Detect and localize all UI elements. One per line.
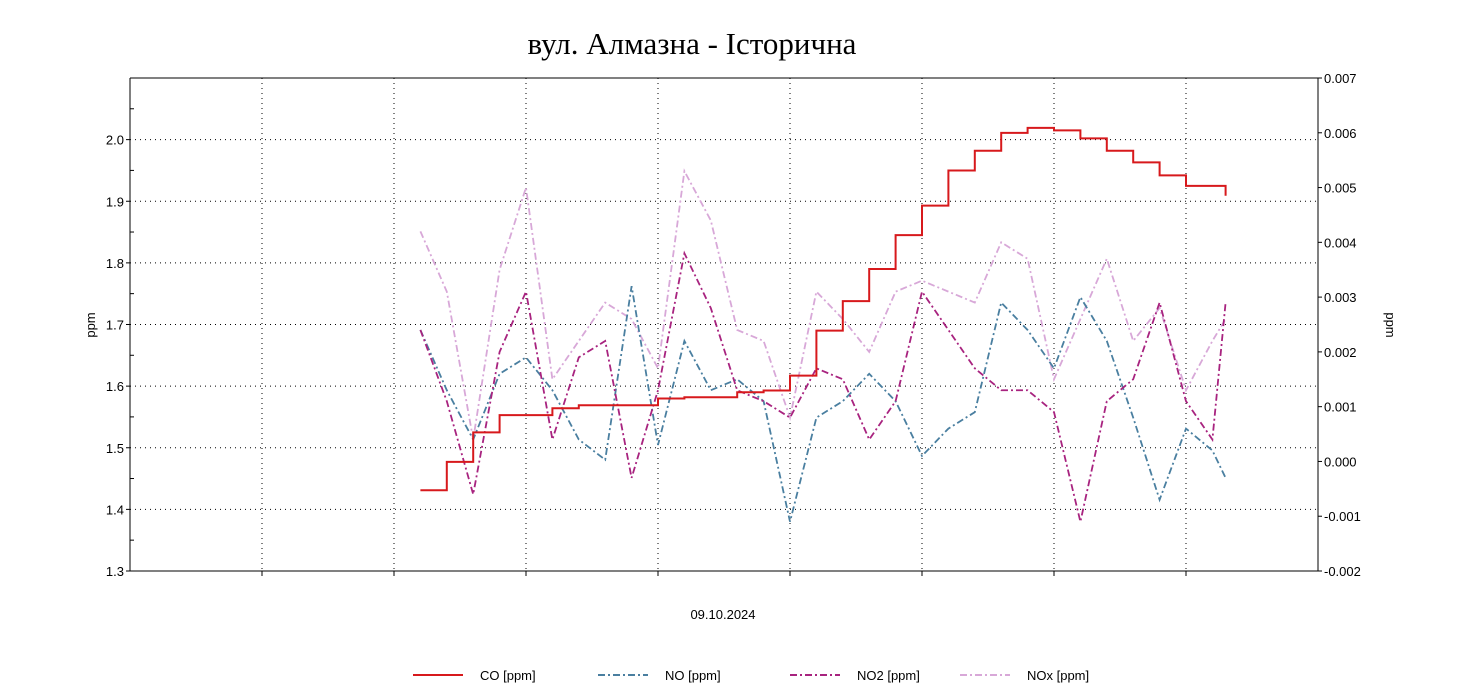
series-line-co [420, 126, 1227, 492]
right-tick-label: -0.001 [1324, 509, 1361, 524]
right-tick-label: 0.007 [1324, 71, 1357, 86]
left-tick-label: 2.0 [106, 133, 124, 148]
left-tick-label: 1.3 [106, 564, 124, 579]
right-tick-label: 0.000 [1324, 454, 1357, 469]
legend-label: NO2 [ppm] [857, 668, 920, 683]
series-line-nox [419, 168, 1227, 440]
left-axis-label: ppm [83, 312, 98, 337]
series-line-no2 [419, 250, 1227, 522]
left-tick-label: 1.9 [106, 194, 124, 209]
right-tick-label: 0.003 [1324, 290, 1357, 305]
legend-label: CO [ppm] [480, 668, 536, 683]
right-tick-label: -0.002 [1324, 564, 1361, 579]
right-tick-label: 0.004 [1324, 235, 1357, 250]
left-tick-label: 1.7 [106, 318, 124, 333]
right-tick-label: 0.001 [1324, 400, 1357, 415]
left-tick-label: 1.8 [106, 256, 124, 271]
x-axis-label: 09.10.2024 [690, 607, 755, 622]
right-tick-label: 0.005 [1324, 181, 1357, 196]
left-tick-label: 1.5 [106, 441, 124, 456]
legend-label: NOx [ppm] [1027, 668, 1089, 683]
right-tick-label: 0.006 [1324, 126, 1357, 141]
left-tick-label: 1.6 [106, 379, 124, 394]
left-tick-label: 1.4 [106, 502, 124, 517]
legend: CO [ppm] NO [ppm] NO2 [ppm] NOx [ppm] [413, 668, 1089, 683]
right-tick-label: 0.002 [1324, 345, 1357, 360]
right-axis-label: ppm [1383, 312, 1398, 337]
gridlines [130, 78, 1318, 571]
series-lines [419, 126, 1227, 522]
series-line-no [419, 286, 1227, 522]
axes: 1.3 1.4 1.5 1.6 1.7 1.8 1.9 2.0 -0.002 -0.001 0.00… [106, 71, 1361, 579]
legend-label: NO [ppm] [665, 668, 721, 683]
chart-title: вул. Алмазна - Історична [528, 26, 857, 61]
